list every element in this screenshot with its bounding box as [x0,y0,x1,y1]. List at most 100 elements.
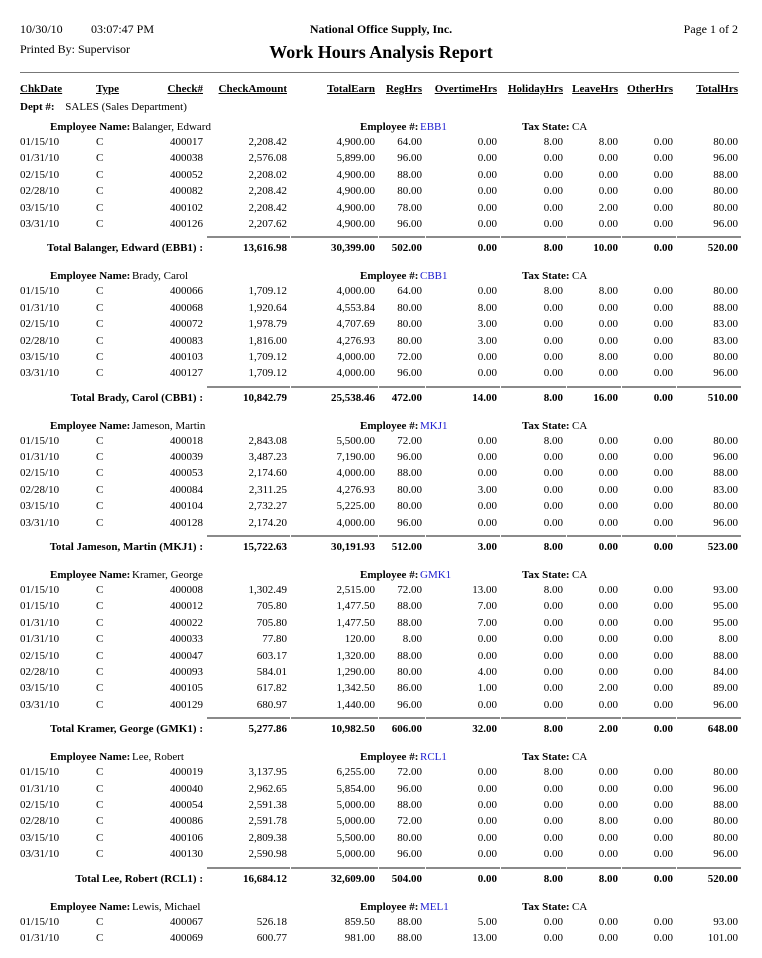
cell-check-num: 400022 [170,616,203,629]
cell-reg-hrs: 80.00 [397,483,422,496]
table-row: 01/15/10 C 400012 705.80 1,477.50 88.00 7.00 0.… [0,600,762,616]
employee-total-row: Total Lee, Robert (RCL1) : 16,684.12 32,60… [0,871,762,891]
cell-overtime-hrs: 0.00 [477,185,497,198]
total-overtime-hrs: 3.00 [477,541,497,554]
employee-name-label: Employee Name: [50,121,131,133]
separator-segment [567,866,621,869]
cell-overtime-hrs: 3.00 [477,334,497,347]
cell-reg-hrs: 96.00 [397,698,422,711]
cell-total-hrs: 88.00 [713,168,738,181]
cell-chkdate: 03/15/10 [20,500,60,513]
cell-total-hrs: 96.00 [713,152,738,165]
cell-leave-hrs: 0.00 [598,467,618,480]
cell-check-amount: 2,809.38 [248,831,288,844]
employee-id-link[interactable]: RCL1 [420,751,447,764]
cell-holiday-hrs: 0.00 [543,698,563,711]
cell-total-earn: 120.00 [344,633,375,646]
table-row: 01/31/10 C 400040 2,962.65 5,854.00 96.00 0.00… [0,783,762,799]
separator-segment [291,236,378,239]
cell-total-hrs: 88.00 [713,467,738,480]
cell-chkdate: 03/15/10 [20,682,60,695]
cell-other-hrs: 0.00 [653,815,673,828]
total-total-earn: 10,982.50 [331,723,375,736]
cell-reg-hrs: 96.00 [397,782,422,795]
separator-segment [567,535,621,538]
employee-name-label: Employee Name: [50,900,131,913]
cell-check-amount: 3,137.95 [248,766,288,779]
table-row: 03/15/10 C 400102 2,208.42 4,900.00 78.00 0.00… [0,202,762,218]
employee-id-link[interactable]: EBB1 [420,121,447,133]
cell-total-hrs: 83.00 [713,318,738,331]
employee-header: Employee Name: Lee, Robert Employee #: RCL1… [0,751,762,766]
cell-check-num: 400106 [170,831,203,844]
cell-leave-hrs: 8.00 [598,350,618,363]
cell-check-amount: 1,978.79 [248,318,288,331]
cell-leave-hrs: 0.00 [598,152,618,165]
cell-reg-hrs: 80.00 [397,831,422,844]
cell-type: C [96,831,104,844]
cell-chkdate: 01/31/10 [20,616,60,629]
tax-state-label: Tax State: [522,270,570,283]
cell-check-num: 400052 [170,168,203,181]
cell-leave-hrs: 0.00 [598,649,618,662]
total-total-earn: 30,191.93 [331,541,375,554]
employee-id-link[interactable]: MKJ1 [420,419,448,432]
total-overtime-hrs: 32.00 [472,723,497,736]
cell-check-num: 400068 [170,301,203,314]
cell-total-hrs: 101.00 [707,931,738,944]
cell-check-amount: 1,816.00 [248,334,288,347]
separator-segment [501,535,566,538]
cell-total-earn: 4,000.00 [336,516,376,529]
cell-other-hrs: 0.00 [653,467,673,480]
employee-name-label: Employee Name: [50,751,131,764]
employee-section: Employee Name: Lewis, Michael Employee #: M… [0,901,762,949]
cell-holiday-hrs: 0.00 [543,483,563,496]
separator-segment [426,717,500,720]
total-other-hrs: 0.00 [653,723,673,736]
cell-check-amount: 77.80 [262,633,287,646]
cell-other-hrs: 0.00 [653,500,673,513]
cell-check-num: 400038 [170,152,203,165]
cell-type: C [96,798,104,811]
table-row: 02/28/10 C 400086 2,591.78 5,000.00 72.00 0.00… [0,815,762,831]
cell-overtime-hrs: 0.00 [477,815,497,828]
cell-other-hrs: 0.00 [653,782,673,795]
total-holiday-hrs: 8.00 [543,541,563,554]
cell-check-num: 400083 [170,334,203,347]
cell-chkdate: 02/15/10 [20,798,60,811]
cell-other-hrs: 0.00 [653,584,673,597]
cell-total-hrs: 96.00 [713,516,738,529]
cell-check-amount: 584.01 [256,665,287,678]
cell-leave-hrs: 0.00 [598,766,618,779]
cell-type: C [96,848,104,861]
cell-total-hrs: 96.00 [713,367,738,380]
table-row: 03/15/10 C 400106 2,809.38 5,500.00 80.00 0.00… [0,832,762,848]
cell-leave-hrs: 0.00 [598,782,618,795]
cell-chkdate: 01/15/10 [20,766,60,779]
cell-other-hrs: 0.00 [653,367,673,380]
cell-total-hrs: 88.00 [713,301,738,314]
report-date: 10/30/10 [20,22,63,36]
employee-id-link[interactable]: GMK1 [420,569,452,582]
cell-other-hrs: 0.00 [653,483,673,496]
table-row: 01/15/10 C 400067 526.18 859.50 88.00 5.00 0.00… [0,916,762,932]
cell-overtime-hrs: 3.00 [477,483,497,496]
cell-chkdate: 03/31/10 [20,848,60,861]
cell-chkdate: 02/28/10 [20,665,60,678]
cell-type: C [96,451,104,464]
employee-id-link[interactable]: CBB1 [420,270,448,283]
cell-leave-hrs: 0.00 [598,301,618,314]
cell-type: C [96,350,104,363]
cell-total-hrs: 8.00 [718,633,738,646]
employee-id-link[interactable]: MEL1 [420,900,449,913]
cell-check-num: 400086 [170,815,203,828]
cell-holiday-hrs: 0.00 [543,334,563,347]
employee-name-label: Employee Name: [50,569,131,582]
cell-total-earn: 4,000.00 [336,367,376,380]
separator-segment [291,535,378,538]
total-separator [0,533,762,539]
separator-segment [291,385,378,388]
table-row: 01/15/10 C 400008 1,302.49 2,515.00 72.00 13.0… [0,584,762,600]
column-header-other-hrs: OtherHrs [627,83,673,95]
cell-overtime-hrs: 0.00 [477,698,497,711]
